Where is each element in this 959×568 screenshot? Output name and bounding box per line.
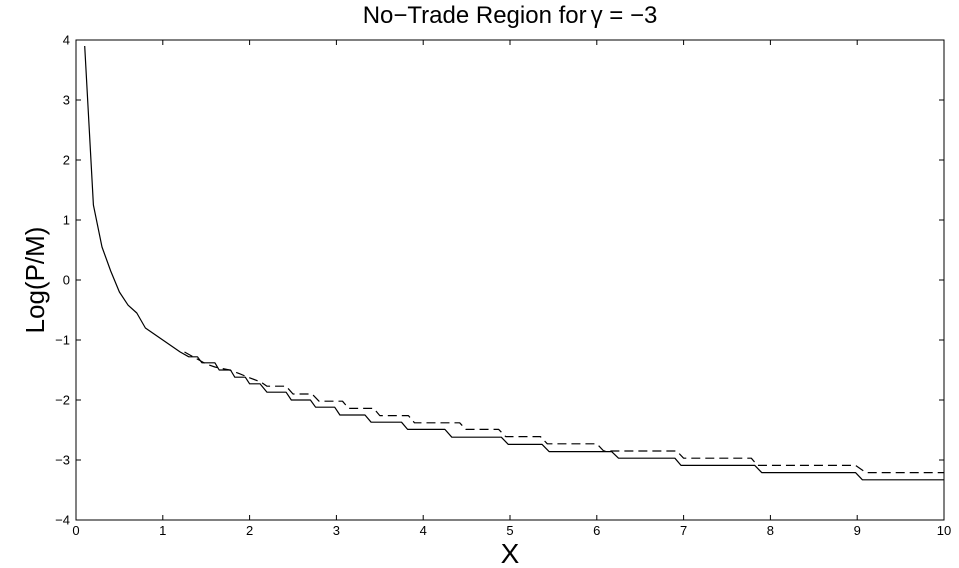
- chart-title-text: No−Trade Region for: [363, 2, 587, 29]
- series-line-solid: [84, 45, 944, 481]
- x-tick-label: 5: [506, 523, 513, 538]
- y-axis-title: Log(P/M): [20, 227, 50, 334]
- tick-labels: 0 1 2 3 4 5 6 7 8 9 10 −4 −3 −2 −1 0 1 2 3 4: [55, 33, 951, 539]
- y-tick-label: −2: [55, 393, 70, 408]
- x-tick-label: 9: [854, 523, 861, 538]
- x-tick-label: 3: [333, 523, 340, 538]
- x-tick-label: 2: [246, 523, 253, 538]
- y-tick-label: 1: [63, 213, 70, 228]
- y-tick-label: 0: [63, 273, 70, 288]
- x-tick-label: 6: [593, 523, 600, 538]
- x-tick-label: 4: [420, 523, 427, 538]
- chart-title: No−Trade Region for γ = −3: [363, 2, 658, 29]
- series-lines: [84, 45, 944, 481]
- x-tick-label: 0: [72, 523, 79, 538]
- y-tick-label: 2: [63, 153, 70, 168]
- y-tick-label: −3: [55, 453, 70, 468]
- x-axis-title: X: [501, 538, 520, 568]
- x-tick-label: 10: [937, 523, 951, 538]
- series-line-dashed: [184, 351, 944, 474]
- chart-title-symbol: γ = −3: [591, 2, 658, 29]
- ticks: [75, 39, 945, 521]
- x-tick-label: 1: [159, 523, 166, 538]
- y-tick-label: 3: [63, 93, 70, 108]
- x-tick-label: 8: [767, 523, 774, 538]
- x-tick-label: 7: [680, 523, 687, 538]
- y-tick-label: −4: [55, 513, 70, 528]
- plot-area: [75, 39, 945, 521]
- y-tick-label: 4: [63, 33, 70, 48]
- y-tick-label: −1: [55, 333, 70, 348]
